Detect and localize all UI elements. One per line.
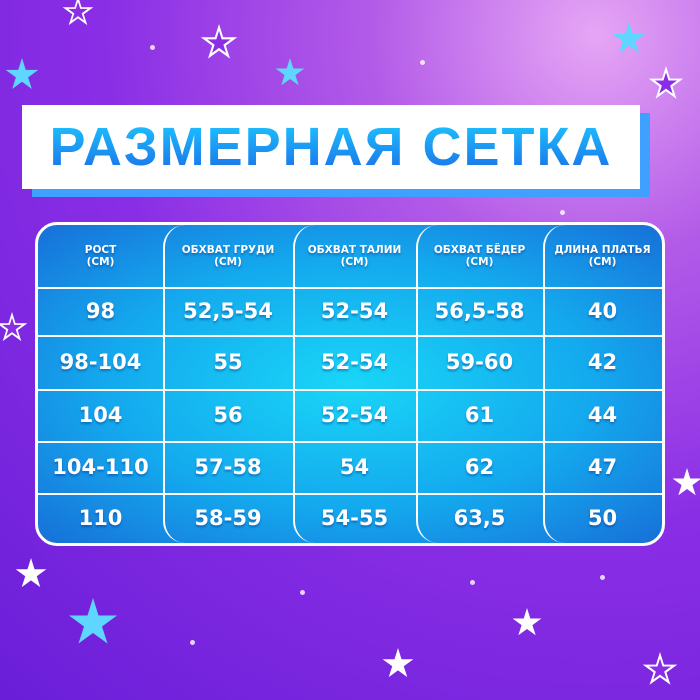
table-cell: 59-60 bbox=[445, 350, 514, 374]
star-icon bbox=[15, 558, 47, 588]
header-label: ДЛИНА ПЛАТЬЯ bbox=[554, 244, 651, 256]
table-cell: 52-54 bbox=[320, 350, 389, 374]
row-divider bbox=[38, 441, 662, 443]
table-cell: 61 bbox=[464, 403, 495, 427]
table-cell: 62 bbox=[464, 455, 495, 479]
table-cell: 42 bbox=[587, 350, 618, 374]
dot bbox=[190, 640, 195, 645]
row-divider bbox=[38, 389, 662, 391]
table-cell: 57-58 bbox=[194, 455, 262, 479]
table-cell: 50 bbox=[587, 506, 618, 530]
title-banner: РАЗМЕРНАЯ СЕТКА bbox=[22, 105, 640, 189]
table-cell: 98 bbox=[85, 299, 116, 323]
dot bbox=[150, 45, 155, 50]
table-cell: 56 bbox=[213, 403, 243, 427]
dot bbox=[600, 575, 605, 580]
column-divider bbox=[416, 225, 545, 543]
row-divider bbox=[38, 493, 662, 495]
star-icon bbox=[612, 22, 646, 53]
header-label: ОБХВАТ БЁДЕР bbox=[433, 244, 526, 256]
table-cell: 52-54 bbox=[320, 403, 389, 427]
row-divider bbox=[38, 335, 662, 337]
table-cell: 58-59 bbox=[194, 506, 262, 530]
column-header: ОБХВАТ ГРУДИ (СМ) bbox=[163, 225, 293, 287]
header-unit: (СМ) bbox=[340, 256, 369, 268]
header-unit: (СМ) bbox=[465, 256, 494, 268]
table-cell: 54 bbox=[339, 455, 370, 479]
dot bbox=[560, 210, 565, 215]
column-header: ОБХВАТ БЁДЕР (СМ) bbox=[416, 225, 543, 287]
column-header: РОСТ (СМ) bbox=[38, 225, 163, 287]
star-icon bbox=[642, 652, 678, 685]
page-title: РАЗМЕРНАЯ СЕТКА bbox=[49, 117, 613, 177]
table-cell: 47 bbox=[587, 455, 618, 479]
star-icon bbox=[382, 648, 414, 678]
table-cell: 52-54 bbox=[320, 299, 389, 323]
table-cell: 40 bbox=[587, 299, 618, 323]
table-cell: 98-104 bbox=[59, 350, 142, 374]
table-cell: 54-55 bbox=[320, 506, 389, 530]
table-cell: 104-110 bbox=[52, 455, 149, 479]
column-header: ОБХВАТ ТАЛИИ (СМ) bbox=[293, 225, 416, 287]
header-unit: (СМ) bbox=[588, 256, 617, 268]
column-divider bbox=[543, 225, 662, 543]
table-cell: 110 bbox=[78, 506, 123, 530]
star-icon bbox=[0, 312, 28, 342]
star-icon bbox=[512, 608, 542, 636]
header-label: РОСТ bbox=[84, 244, 117, 256]
header-unit: (СМ) bbox=[86, 256, 115, 268]
table-cell: 44 bbox=[587, 403, 618, 427]
table-cell: 63,5 bbox=[453, 506, 506, 530]
header-label: ОБХВАТ ТАЛИИ bbox=[307, 244, 402, 256]
dot bbox=[470, 580, 475, 585]
header-unit: (СМ) bbox=[214, 256, 242, 268]
star-icon bbox=[275, 58, 305, 86]
table-cell: 56,5-58 bbox=[434, 299, 525, 323]
column-divider bbox=[293, 225, 418, 543]
star-icon bbox=[648, 66, 684, 99]
header-label: ОБХВАТ ГРУДИ bbox=[181, 244, 275, 256]
dot bbox=[300, 590, 305, 595]
star-icon bbox=[672, 468, 700, 496]
column-divider bbox=[163, 225, 295, 543]
column-header: ДЛИНА ПЛАТЬЯ (СМ) bbox=[543, 225, 662, 287]
star-icon bbox=[62, 0, 94, 26]
dot bbox=[420, 60, 425, 65]
table-cell: 104 bbox=[78, 403, 123, 427]
size-table: РОСТ (СМ) ОБХВАТ ГРУДИ (СМ) ОБХВАТ ТАЛИИ (СМ)… bbox=[35, 222, 665, 546]
star-icon bbox=[200, 24, 238, 59]
row-divider bbox=[38, 287, 662, 289]
star-icon bbox=[69, 598, 117, 644]
table-cell: 55 bbox=[213, 350, 243, 374]
star-icon bbox=[5, 58, 39, 89]
table-cell: 52,5-54 bbox=[183, 299, 273, 323]
